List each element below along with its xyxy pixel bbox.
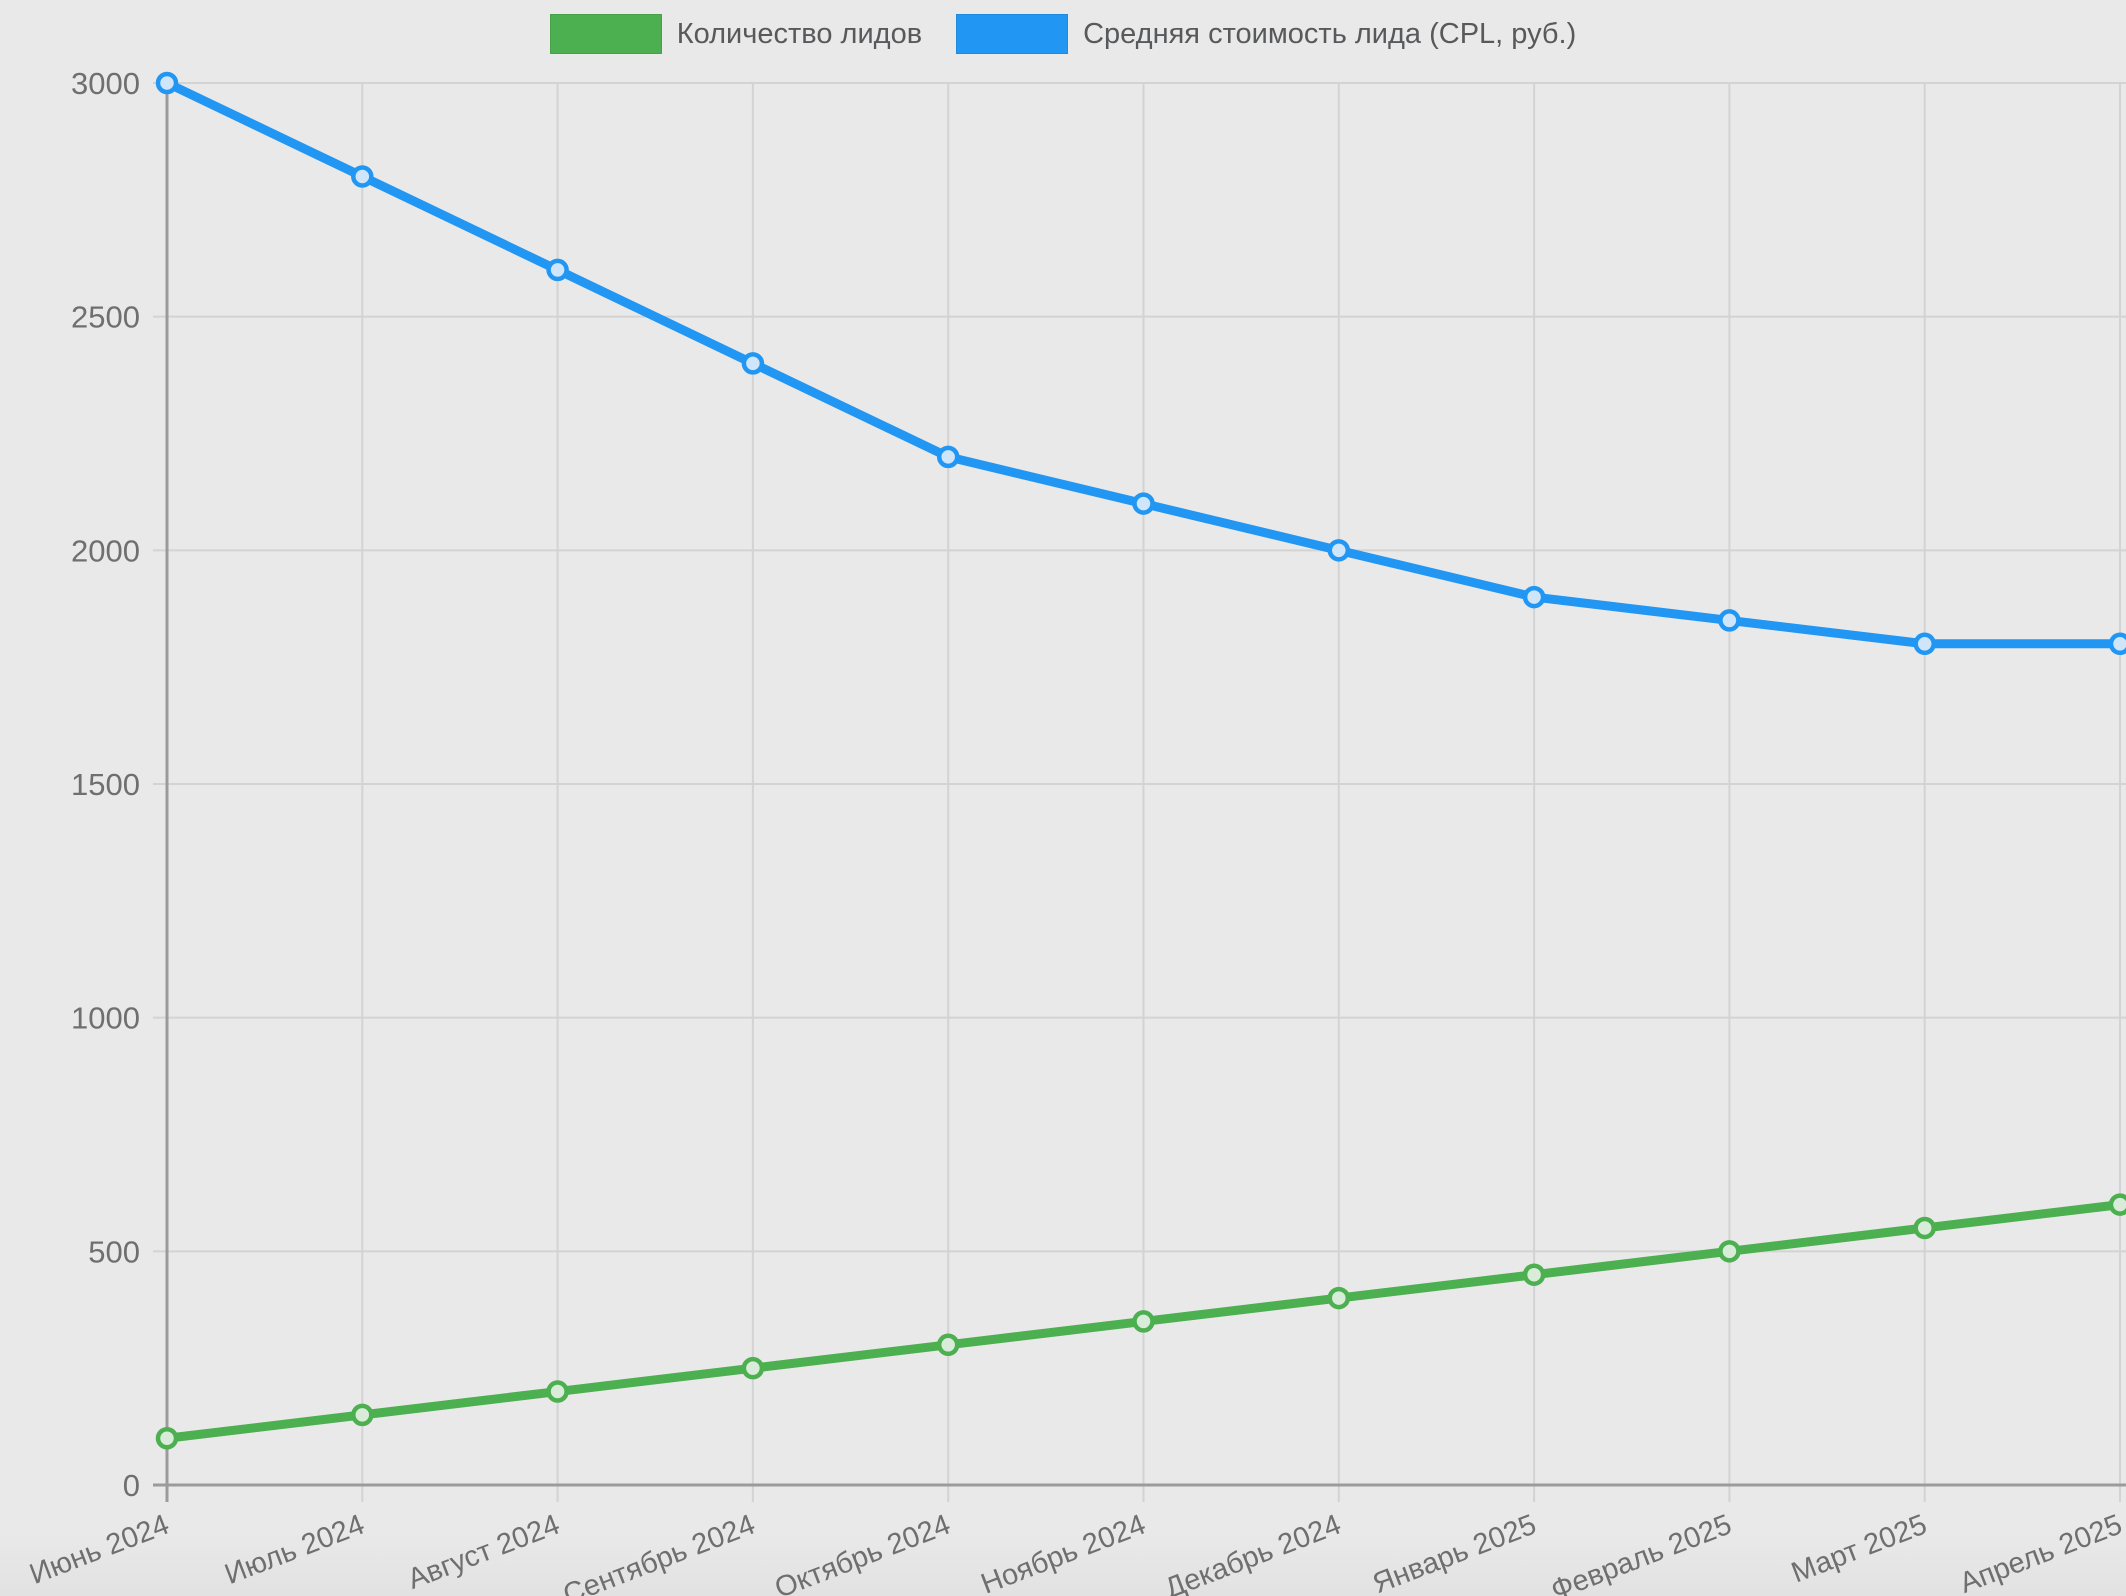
legend-item-leads[interactable]: Количество лидов <box>549 14 923 54</box>
x-tick-label: Июль 2024 <box>221 1509 369 1591</box>
legend-label-leads: Количество лидов <box>676 17 923 50</box>
legend-label-cpl: Средняя стоимость лида (CPL, руб.) <box>1083 17 1577 50</box>
legend-swatch-leads-green <box>549 14 662 54</box>
data-point[interactable] <box>155 71 179 95</box>
y-tick-label: 1500 <box>71 767 140 802</box>
data-point[interactable] <box>351 1403 374 1427</box>
data-point[interactable] <box>2108 632 2126 656</box>
y-tick-label: 2500 <box>71 300 140 335</box>
data-point[interactable] <box>546 1380 569 1403</box>
data-point[interactable] <box>1718 609 1741 632</box>
data-point[interactable] <box>351 165 374 188</box>
chart-legend: Количество лидов Средняя стоимость лида … <box>0 14 2126 54</box>
legend-item-cpl[interactable]: Средняя стоимость лида (CPL, руб.) <box>956 14 1576 54</box>
data-point[interactable] <box>936 445 960 469</box>
x-tick-label: Июнь 2024 <box>25 1509 173 1591</box>
x-tick-label: Декабрь 2024 <box>1161 1509 1346 1596</box>
data-point[interactable] <box>546 258 569 282</box>
data-point[interactable] <box>155 1427 179 1450</box>
data-point[interactable] <box>1132 1310 1155 1333</box>
x-tick-label: Август 2024 <box>403 1509 564 1596</box>
x-tick-label: Апрель 2025 <box>1955 1509 2126 1596</box>
x-tick-label: Ноябрь 2024 <box>977 1509 1150 1596</box>
y-tick-label: 1000 <box>71 1001 140 1036</box>
data-point[interactable] <box>1327 1286 1351 1310</box>
data-point[interactable] <box>741 1356 765 1380</box>
y-tick-label: 0 <box>123 1468 140 1503</box>
data-point[interactable] <box>1327 539 1351 562</box>
data-point[interactable] <box>1913 632 1936 656</box>
legend-swatch-cpl-blue <box>956 14 1069 54</box>
data-point[interactable] <box>1718 1240 1741 1263</box>
y-tick-label: 2000 <box>71 533 140 568</box>
data-point[interactable] <box>2108 1193 2126 1216</box>
x-tick-label: Сентябрь 2024 <box>559 1509 760 1596</box>
data-point[interactable] <box>1522 1263 1546 1286</box>
x-tick-label: Январь 2025 <box>1369 1509 1541 1596</box>
y-tick-label: 500 <box>88 1234 140 1269</box>
x-tick-label: Февраль 2025 <box>1547 1509 1736 1596</box>
data-point[interactable] <box>1132 492 1155 515</box>
x-tick-label: Октябрь 2024 <box>771 1509 955 1596</box>
data-point[interactable] <box>1522 585 1546 609</box>
data-point[interactable] <box>1913 1216 1936 1240</box>
data-point[interactable] <box>936 1333 960 1357</box>
y-tick-label: 3000 <box>71 66 140 101</box>
x-tick-label: Март 2025 <box>1787 1509 1931 1590</box>
data-point[interactable] <box>741 352 765 375</box>
